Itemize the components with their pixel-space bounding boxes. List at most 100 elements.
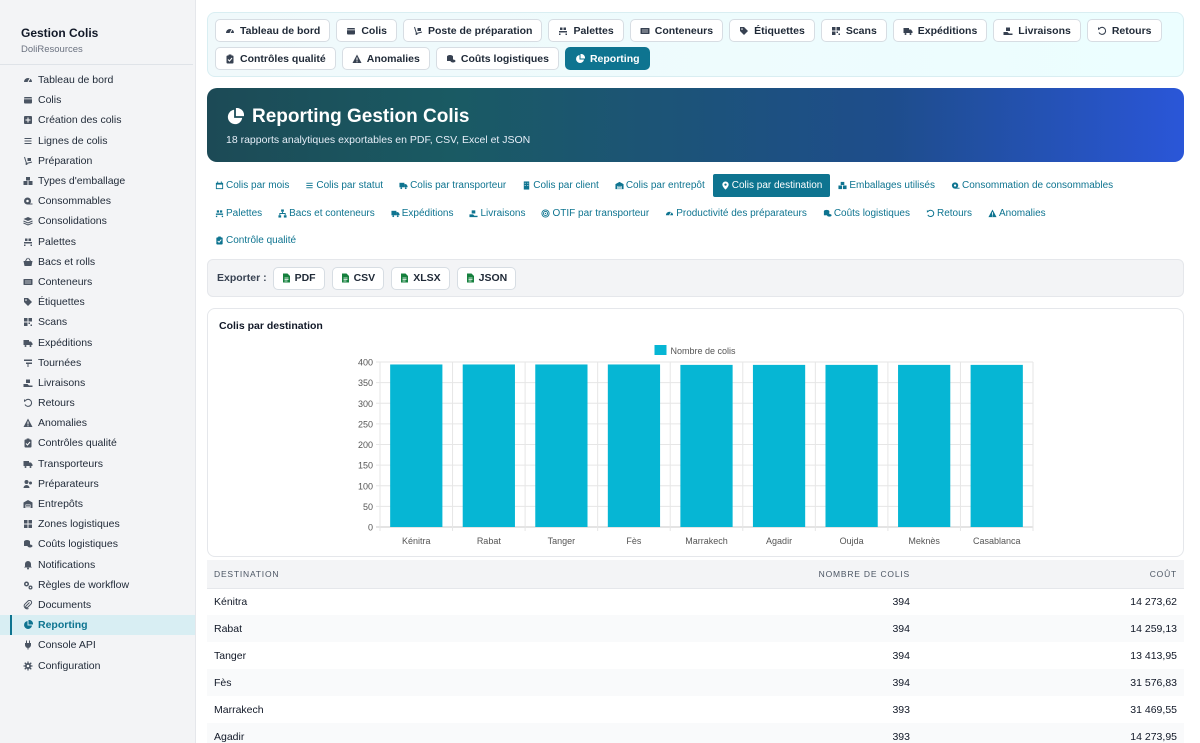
tab-label: Étiquettes — [754, 24, 805, 37]
report-link-productivite-des-preparateurs[interactable]: Productivité des préparateurs — [657, 202, 815, 225]
sidebar-item-label: Configuration — [38, 659, 101, 672]
report-link-label: Consommation de consommables — [961, 180, 1114, 191]
bell-icon — [22, 559, 33, 570]
column-header-destination[interactable]: Destination — [207, 560, 767, 589]
tab-retours[interactable]: Retours — [1086, 19, 1162, 42]
sidebar-item-etiquettes[interactable]: Étiquettes — [0, 292, 195, 312]
report-link-expeditions[interactable]: Expéditions — [383, 202, 462, 225]
tab-colis[interactable]: Colis — [336, 19, 397, 42]
sidebar-item-label: Règles de workflow — [38, 578, 130, 591]
sidebar-item-types-d-emballage[interactable]: Types d'emballage — [0, 171, 195, 191]
sidebar-item-tableau-de-bord[interactable]: Tableau de bord — [0, 70, 195, 90]
paperclip-icon — [22, 599, 33, 610]
target-icon — [541, 208, 551, 218]
sidebar-item-colis[interactable]: Colis — [0, 90, 195, 110]
report-link-otif-par-transporteur[interactable]: OTIF par transporteur — [533, 202, 657, 225]
column-header-count[interactable]: Nombre de colis — [767, 560, 917, 589]
tab-expeditions[interactable]: Expéditions — [892, 19, 988, 42]
report-link-retours[interactable]: Retours — [918, 202, 980, 225]
sidebar-item-tournees[interactable]: Tournées — [0, 353, 195, 373]
sidebar-item-anomalies[interactable]: Anomalies — [0, 413, 195, 433]
sidebar-item-couts-logistiques[interactable]: Coûts logistiques — [0, 534, 195, 554]
sidebar-item-livraisons[interactable]: Livraisons — [0, 373, 195, 393]
export-button-label: XLSX — [413, 272, 441, 284]
report-link-colis-par-destination[interactable]: Colis par destination — [712, 174, 831, 197]
qrcode-icon — [22, 317, 33, 328]
report-link-anomalies[interactable]: Anomalies — [980, 202, 1054, 225]
tab-anomalies[interactable]: Anomalies — [341, 47, 430, 70]
sidebar-item-consommables[interactable]: Consommables — [0, 191, 195, 211]
chart-pie-icon — [575, 53, 585, 64]
export-xlsx-button[interactable]: XLSX — [391, 266, 450, 290]
sidebar-item-notifications[interactable]: Notifications — [0, 555, 195, 575]
sidebar-item-label: Reporting — [38, 619, 88, 632]
tabs-row-2: Contrôles qualité Anomalies Coûts logistiq… — [215, 47, 1183, 70]
sidebar-item-label: Consolidations — [38, 215, 107, 228]
sidebar-item-regles-de-workflow[interactable]: Règles de workflow — [0, 575, 195, 595]
tab-controles-qualite[interactable]: Contrôles qualité — [215, 47, 336, 70]
tab-reporting[interactable]: Reporting — [564, 47, 650, 70]
tab-poste-de-preparation[interactable]: Poste de préparation — [403, 19, 543, 42]
report-link-colis-par-client[interactable]: Colis par client — [514, 174, 607, 197]
cell-cost: 31 576,83 — [917, 669, 1184, 696]
export-json-button[interactable]: JSON — [456, 266, 517, 290]
sidebar-item-label: Bacs et rolls — [38, 255, 96, 268]
tab-palettes[interactable]: Palettes — [548, 19, 624, 42]
sidebar-item-consolidations[interactable]: Consolidations — [0, 211, 195, 231]
tab-scans[interactable]: Scans — [820, 19, 887, 42]
y-tick-label: 300 — [358, 399, 373, 409]
sidebar-item-retours[interactable]: Retours — [0, 393, 195, 413]
sidebar-item-creation-des-colis[interactable]: Création des colis — [0, 110, 195, 130]
report-link-colis-par-mois[interactable]: Colis par mois — [207, 174, 297, 197]
clipboard-check-icon — [225, 54, 235, 64]
tab-livraisons[interactable]: Livraisons — [993, 19, 1081, 42]
sidebar-item-expeditions[interactable]: Expéditions — [0, 332, 195, 352]
report-link-emballages-utilises[interactable]: Emballages utilisés — [830, 174, 943, 197]
sidebar-item-scans[interactable]: Scans — [0, 312, 195, 332]
report-link-label: Bacs et conteneurs — [289, 207, 375, 219]
sidebar-item-controles-qualite[interactable]: Contrôles qualité — [0, 433, 195, 453]
column-header-cost[interactable]: Coût — [917, 560, 1184, 589]
report-link-controle-qualite[interactable]: Contrôle qualité — [207, 229, 304, 252]
report-link-couts-logistiques[interactable]: Coûts logistiques — [815, 202, 918, 225]
report-link-consommation-de-consommables[interactable]: Consommation de consommables — [943, 174, 1121, 197]
sidebar-item-entrepots[interactable]: Entrepôts — [0, 494, 195, 514]
report-link-palettes[interactable]: Palettes — [207, 202, 270, 225]
tab-couts-logistiques[interactable]: Coûts logistiques — [435, 47, 559, 70]
export-pdf-button[interactable]: PDF — [272, 266, 325, 290]
report-link-livraisons[interactable]: Livraisons — [461, 202, 533, 225]
report-link-colis-par-transporteur[interactable]: Colis par transporteur — [391, 174, 514, 197]
tab-etiquettes[interactable]: Étiquettes — [729, 19, 815, 42]
sidebar-item-transporteurs[interactable]: Transporteurs — [0, 454, 195, 474]
y-tick-label: 0 — [368, 523, 373, 533]
boxes-icon — [22, 176, 33, 187]
pallet-icon — [22, 236, 33, 247]
sidebar-item-conteneurs[interactable]: Conteneurs — [0, 272, 195, 292]
export-button-label: CSV — [353, 272, 376, 284]
sidebar-item-preparateurs[interactable]: Préparateurs — [0, 474, 195, 494]
sidebar-item-bacs-et-rolls[interactable]: Bacs et rolls — [0, 252, 195, 272]
report-link-bacs-et-conteneurs[interactable]: Bacs et conteneurs — [270, 202, 383, 225]
report-link-colis-par-entrepot[interactable]: Colis par entrepôt — [607, 174, 713, 197]
warning-icon — [22, 418, 33, 429]
tab-conteneurs[interactable]: Conteneurs — [629, 19, 724, 42]
cell-cost: 31 469,55 — [1130, 703, 1177, 716]
users-icon — [22, 478, 33, 489]
tab-tableau-de-bord[interactable]: Tableau de bord — [215, 19, 331, 42]
report-link-colis-par-statut[interactable]: Colis par statut — [297, 174, 391, 197]
sidebar-item-zones-logistiques[interactable]: Zones logistiques — [0, 514, 195, 534]
sidebar-item-documents[interactable]: Documents — [0, 595, 195, 615]
sidebar-item-lignes-de-colis[interactable]: Lignes de colis — [0, 131, 195, 151]
y-tick-label: 400 — [358, 358, 373, 368]
sidebar-item-reporting[interactable]: Reporting — [0, 615, 195, 636]
sidebar-item-console-api[interactable]: Console API — [0, 635, 195, 655]
chart-title: Colis par destination — [219, 320, 323, 332]
sidebar-item-preparation[interactable]: Préparation — [0, 151, 195, 171]
table-row: Marrakech 393 31 469,55 — [207, 696, 1184, 723]
sidebar-item-configuration[interactable]: Configuration — [0, 655, 195, 675]
plug-icon — [22, 640, 33, 651]
sidebar-item-label: Retours — [38, 397, 75, 410]
cell-count: 394 — [767, 615, 917, 642]
sidebar-item-palettes[interactable]: Palettes — [0, 232, 195, 252]
export-csv-button[interactable]: CSV — [331, 266, 385, 290]
